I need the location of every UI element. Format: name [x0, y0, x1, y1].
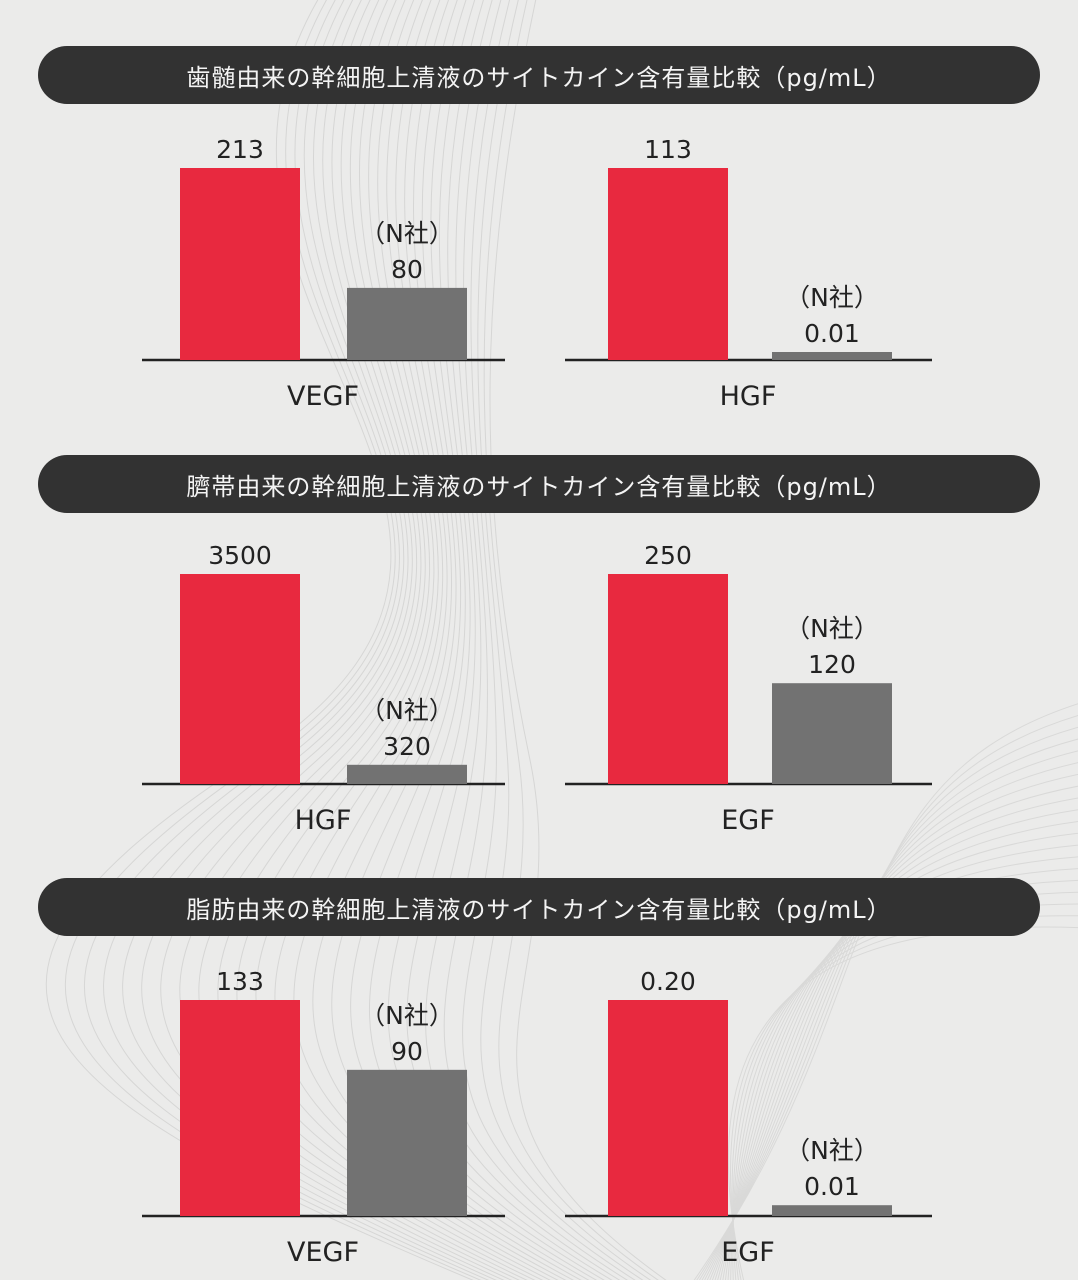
bar-competitor: [347, 764, 467, 784]
bar-own-product: [180, 1000, 300, 1216]
bar-chart-panel: 213 80 （N社） VEGF: [142, 135, 505, 412]
section-title-banner: 脂肪由来の幹細胞上清液のサイトカイン含有量比較（pg/mL）: [38, 878, 1040, 936]
data-label: 133: [216, 967, 264, 996]
data-label: 0.20: [640, 967, 696, 996]
category-label: VEGF: [287, 381, 359, 412]
competitor-tag: （N社）: [360, 1001, 454, 1030]
competitor-tag: （N社）: [785, 614, 879, 643]
bar-own-product: [180, 574, 300, 784]
bar-competitor: [772, 683, 892, 784]
bar-own-product: [608, 574, 728, 784]
bar-chart-panel: 3500 320 （N社） HGF: [142, 541, 505, 836]
competitor-tag: （N社）: [360, 219, 454, 248]
bar-chart-panel: 250 120 （N社） EGF: [565, 541, 932, 836]
data-label: 0.01: [804, 319, 860, 348]
bar-own-product: [180, 168, 300, 360]
category-label: HGF: [295, 805, 352, 836]
data-label: 320: [383, 732, 431, 761]
bar-chart-panel: 113 0.01 （N社） HGF: [565, 135, 932, 412]
bar-own-product: [608, 1000, 728, 1216]
data-label: 90: [391, 1037, 423, 1066]
category-label: VEGF: [287, 1237, 359, 1268]
competitor-tag: （N社）: [785, 283, 879, 312]
bar-own-product: [608, 168, 728, 360]
data-label: 120: [808, 650, 856, 679]
bar-chart-panel: 133 90 （N社） VEGF: [142, 967, 505, 1268]
competitor-tag: （N社）: [785, 1136, 879, 1165]
category-label: EGF: [721, 805, 775, 836]
section-title-banner: 臍帯由来の幹細胞上清液のサイトカイン含有量比較（pg/mL）: [38, 455, 1040, 513]
data-label: 113: [644, 135, 692, 164]
competitor-tag: （N社）: [360, 696, 454, 725]
bar-competitor: [347, 1069, 467, 1216]
bar-competitor: [772, 1205, 892, 1216]
category-label: HGF: [720, 381, 777, 412]
data-label: 250: [644, 541, 692, 570]
bar-chart-panel: 0.20 0.01 （N社） EGF: [565, 967, 932, 1268]
data-label: 0.01: [804, 1172, 860, 1201]
category-label: EGF: [721, 1237, 775, 1268]
data-label: 80: [391, 255, 423, 284]
section-title-banner: 歯髄由来の幹細胞上清液のサイトカイン含有量比較（pg/mL）: [38, 46, 1040, 104]
data-label: 213: [216, 135, 264, 164]
data-label: 3500: [208, 541, 272, 570]
bar-competitor: [347, 287, 467, 360]
bar-competitor: [772, 352, 892, 360]
